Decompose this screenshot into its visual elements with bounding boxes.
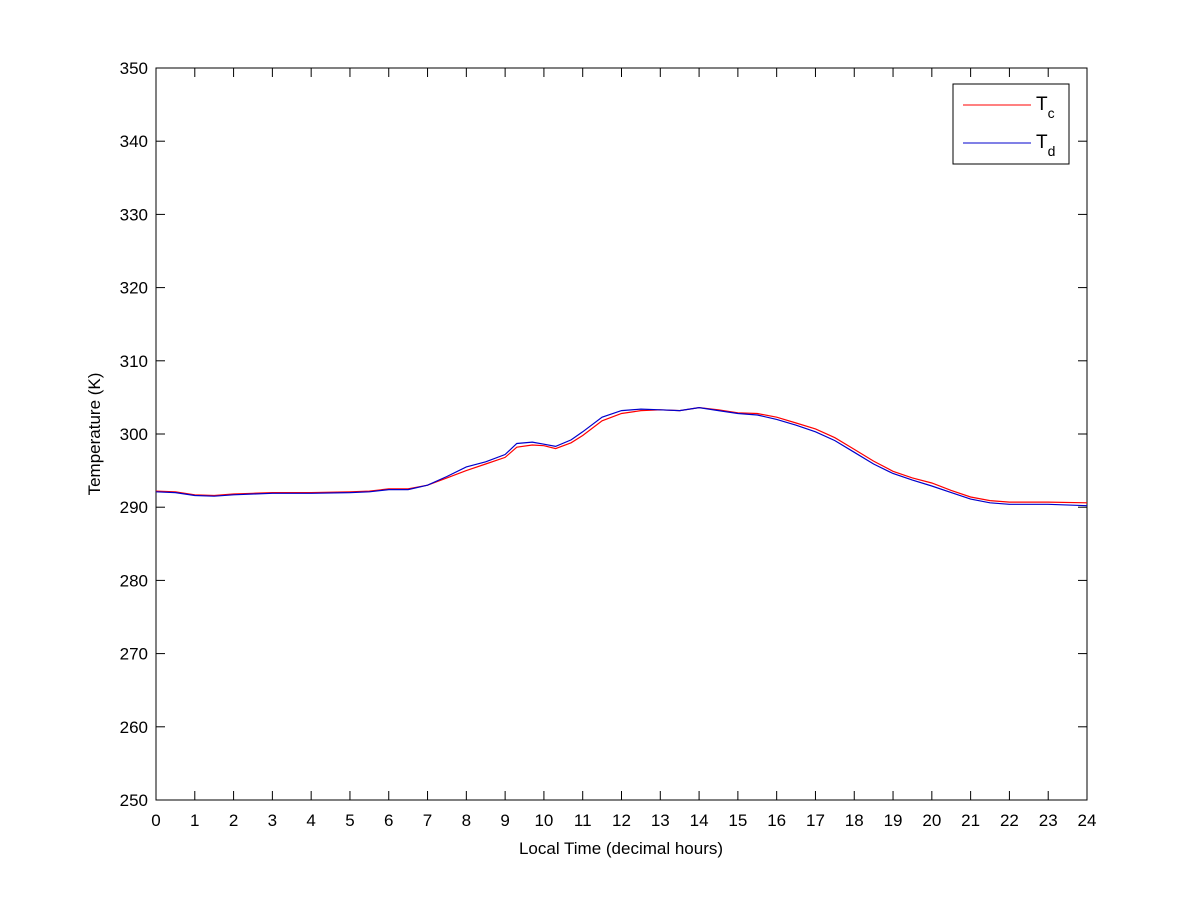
y-tick-label: 260 <box>120 718 148 737</box>
y-tick-label: 330 <box>120 205 148 224</box>
x-tick-label: 11 <box>574 811 592 830</box>
y-tick-label: 280 <box>120 571 148 590</box>
x-tick-label: 4 <box>306 811 315 830</box>
x-tick-label: 21 <box>961 811 980 830</box>
y-tick-label: 250 <box>120 791 148 810</box>
x-tick-label: 14 <box>690 811 709 830</box>
x-tick-label: 5 <box>345 811 354 830</box>
y-tick-label: 350 <box>120 59 148 78</box>
x-tick-label: 6 <box>384 811 393 830</box>
plot-area <box>155 67 1088 801</box>
x-tick-label: 13 <box>651 811 670 830</box>
y-tick-label: 340 <box>120 132 148 151</box>
x-tick-label: 3 <box>268 811 277 830</box>
y-axis-label: Temperature (K) <box>85 373 104 496</box>
x-tick-label: 1 <box>190 811 199 830</box>
x-tick-label: 16 <box>767 811 786 830</box>
x-tick-label: 15 <box>728 811 747 830</box>
y-tick-label: 320 <box>120 279 148 298</box>
x-tick-label: 20 <box>922 811 941 830</box>
x-tick-label: 23 <box>1039 811 1058 830</box>
legend-label-td: Td <box>1036 132 1055 159</box>
legend-box <box>952 83 1070 165</box>
x-tick-label: 0 <box>151 811 160 830</box>
y-tick-label: 270 <box>120 645 148 664</box>
x-axis-label: Local Time (decimal hours) <box>519 839 723 858</box>
x-tick-label: 9 <box>500 811 509 830</box>
y-tick-label: 300 <box>120 425 148 444</box>
x-tick-label: 22 <box>1000 811 1019 830</box>
y-tick-label: 310 <box>120 352 148 371</box>
legend: Tc Td <box>952 83 1070 165</box>
x-tick-label: 8 <box>462 811 471 830</box>
x-tick-label: 17 <box>806 811 825 830</box>
series-line-Td <box>155 406 1088 507</box>
legend-label-tc: Tc <box>1036 94 1055 121</box>
x-tick-label: 7 <box>423 811 432 830</box>
x-tick-label: 2 <box>229 811 238 830</box>
y-tick-label: 290 <box>120 498 148 517</box>
x-tick-label: 10 <box>534 811 553 830</box>
x-tick-label: 12 <box>612 811 631 830</box>
x-tick-label: 19 <box>884 811 903 830</box>
x-tick-label: 24 <box>1078 811 1097 830</box>
series-line-Tc <box>155 406 1088 504</box>
x-tick-label: 18 <box>845 811 864 830</box>
